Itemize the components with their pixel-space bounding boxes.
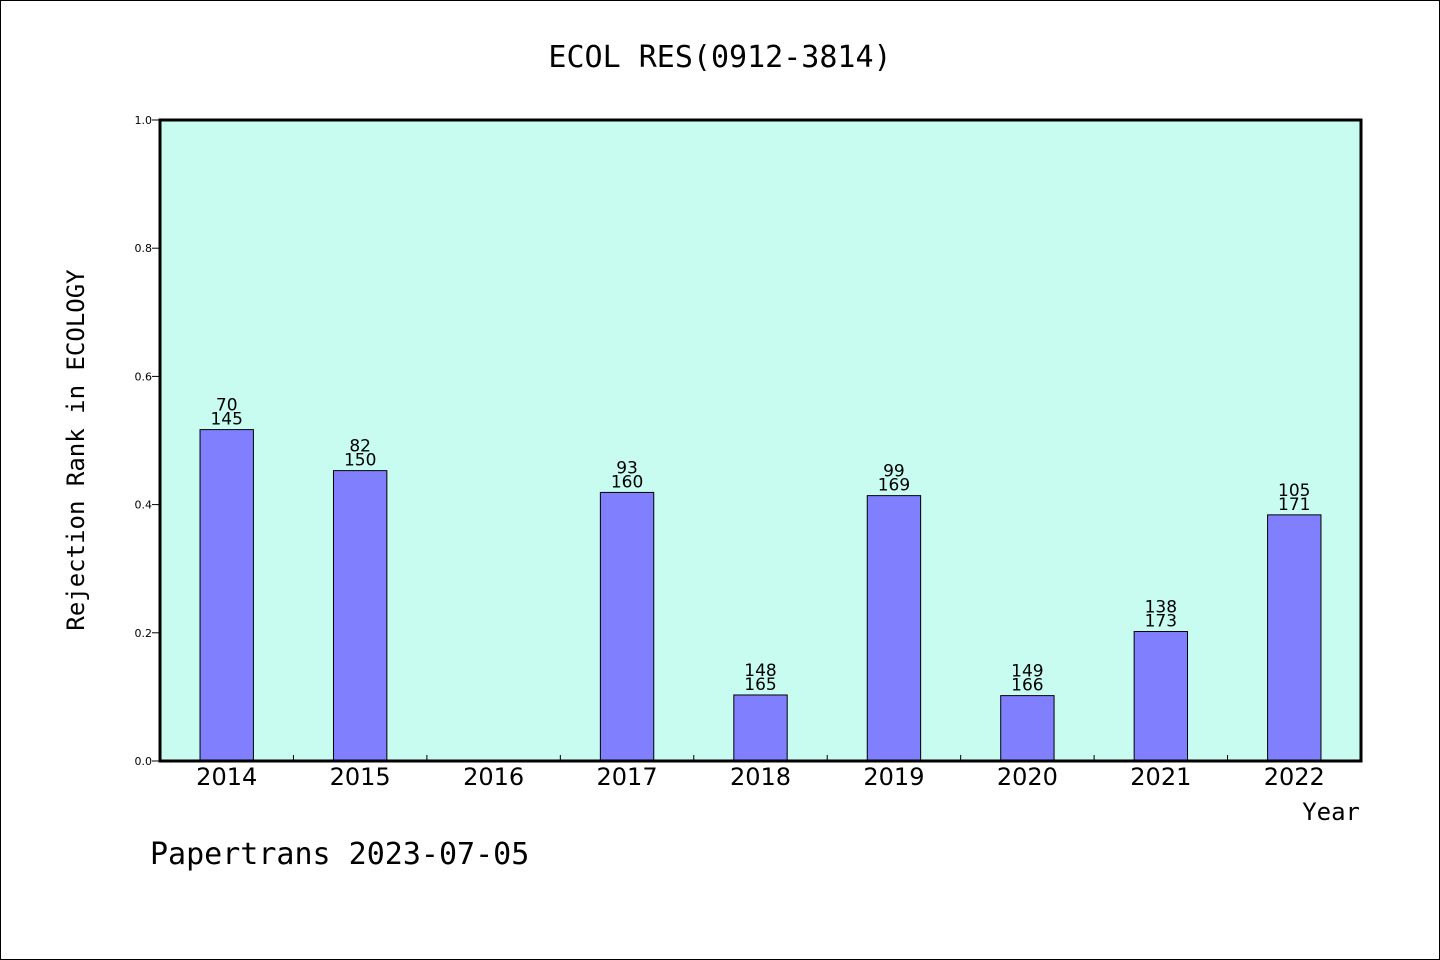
- data-label-bottom-2020: 166: [1011, 676, 1043, 696]
- x-tick-label-2019: 2019: [863, 763, 924, 791]
- bar-2014: [199, 429, 254, 762]
- data-label-bottom-2014: 145: [210, 410, 242, 430]
- data-label-bottom-2017: 160: [611, 472, 643, 492]
- data-label-bottom-2021: 173: [1145, 612, 1177, 632]
- bar-2018: [733, 694, 788, 762]
- data-label-top-2021: 138: [1145, 598, 1177, 618]
- chart-title: ECOL RES(0912-3814): [548, 40, 891, 75]
- x-tick-label-2016: 2016: [463, 763, 524, 791]
- y-tick-label-0.2: 0.2: [135, 627, 153, 640]
- x-axis-label: Year: [1302, 798, 1360, 826]
- y-tick-label-0.0: 0.0: [135, 755, 153, 768]
- x-tick-label-2021: 2021: [1130, 763, 1191, 791]
- data-label-top-2014: 70: [216, 396, 238, 416]
- plot-border: [158, 118, 1363, 763]
- x-tick-label-2015: 2015: [330, 763, 391, 791]
- y-tick-label-1.0: 1.0: [135, 114, 153, 127]
- x-tick-label-2022: 2022: [1264, 763, 1325, 791]
- bar-2022: [1267, 514, 1322, 762]
- bar-2019: [866, 495, 922, 762]
- data-label-top-2017: 93: [616, 458, 638, 478]
- y-tick-label-0.4: 0.4: [135, 499, 153, 512]
- y-axis: 0.0 0.2 0.4 0.6 0.8 1.0: [135, 114, 160, 768]
- bar-2020: [1000, 695, 1055, 762]
- x-tick-label-2018: 2018: [730, 763, 791, 791]
- data-label-top-2022: 105: [1278, 481, 1310, 501]
- data-label-bottom-2022: 171: [1278, 495, 1310, 515]
- x-axis: 2014 2015 2016 2017 2018 2019 2020 2021 2022: [196, 755, 1325, 791]
- y-axis-label: Rejection Rank in ECOLOGY: [62, 269, 90, 631]
- data-label-bottom-2019: 169: [878, 476, 910, 496]
- data-label-bottom-2015: 150: [344, 451, 376, 471]
- bar-2015: [332, 470, 388, 762]
- x-tick-label-2020: 2020: [997, 763, 1058, 791]
- footer-text: Papertrans 2023-07-05: [150, 837, 529, 872]
- x-tick-label-2017: 2017: [597, 763, 658, 791]
- bar-2021: [1133, 631, 1189, 762]
- y-tick-label-0.8: 0.8: [135, 242, 153, 255]
- bar-2017: [599, 491, 655, 762]
- data-label-bottom-2018: 165: [744, 675, 776, 695]
- data-label-top-2018: 148: [744, 661, 776, 681]
- data-label-top-2019: 99: [883, 462, 905, 482]
- x-tick-label-2014: 2014: [196, 763, 257, 791]
- y-tick-label-0.6: 0.6: [135, 370, 153, 383]
- data-label-top-2015: 82: [349, 437, 371, 457]
- data-label-top-2020: 149: [1011, 662, 1043, 682]
